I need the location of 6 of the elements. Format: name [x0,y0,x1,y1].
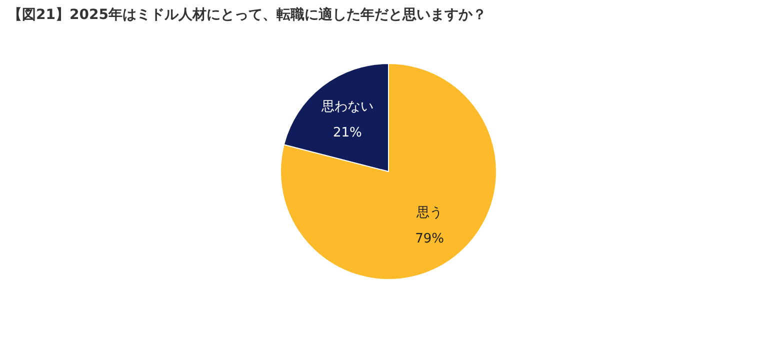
data-label: 21% [333,126,362,141]
pie-slice [280,63,497,280]
slice-label: 思う [416,205,443,220]
chart-title: 【図21】2025年はミドル人材にとって、転職に適した年だと思いますか？ [8,6,486,23]
slice-label: 思わない [320,100,374,115]
data-label: 79% [415,231,444,246]
